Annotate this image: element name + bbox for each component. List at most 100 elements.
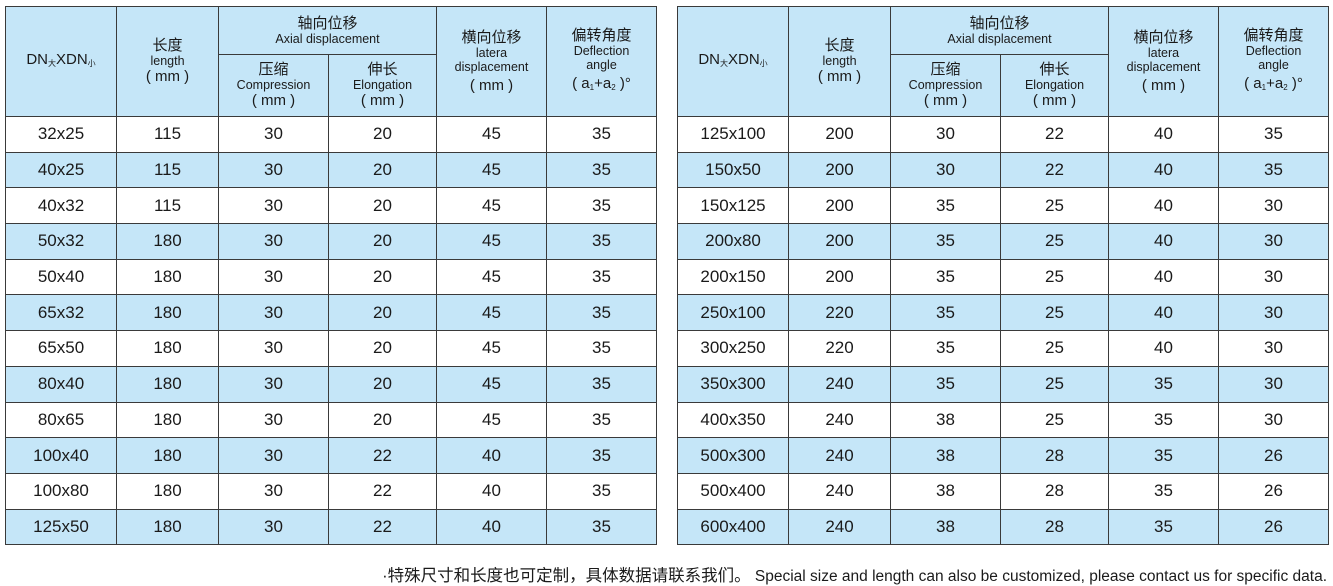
- cell-angle: 35: [546, 401, 657, 439]
- table-row: 100x40 180 30 22 40 35: [5, 437, 657, 474]
- cell-angle: 35: [546, 365, 657, 403]
- cell-angle: 35: [546, 330, 657, 367]
- cell-comp: 38: [890, 472, 1001, 510]
- cell-angle: 35: [1218, 151, 1329, 189]
- cell-size: 600x400: [677, 508, 789, 546]
- cell-angle: 26: [1218, 508, 1329, 546]
- table-row: 50x32 180 30 20 45 35: [5, 223, 657, 260]
- col-header-deflection: 偏转角度 Deflection angle ( a1+a2 )°: [546, 6, 657, 117]
- cell-comp: 38: [890, 508, 1001, 546]
- cell-comp: 30: [218, 401, 329, 439]
- table-row: 65x50 180 30 20 45 35: [5, 330, 657, 367]
- cell-size: 125x100: [677, 116, 789, 153]
- cell-elong: 25: [1000, 330, 1109, 367]
- cell-lateral: 45: [436, 151, 547, 189]
- cell-elong: 22: [1000, 116, 1109, 153]
- cell-comp: 30: [218, 437, 329, 474]
- cell-lateral: 45: [436, 187, 547, 225]
- cell-length: 180: [116, 258, 219, 296]
- cell-length: 240: [788, 365, 891, 403]
- cell-length: 180: [116, 508, 219, 546]
- cell-angle: 30: [1218, 294, 1329, 332]
- cell-lateral: 40: [436, 437, 547, 474]
- cell-elong: 20: [328, 151, 437, 189]
- cell-size: 150x50: [677, 151, 789, 189]
- cell-lateral: 40: [1108, 258, 1219, 296]
- cell-length: 180: [116, 294, 219, 332]
- cell-size: 300x250: [677, 330, 789, 367]
- cell-size: 100x80: [5, 472, 117, 510]
- cell-comp: 38: [890, 437, 1001, 474]
- cell-elong: 25: [1000, 365, 1109, 403]
- cell-length: 180: [116, 437, 219, 474]
- cell-lateral: 45: [436, 330, 547, 367]
- cell-length: 220: [788, 330, 891, 367]
- cell-lateral: 35: [1108, 365, 1219, 403]
- cell-length: 240: [788, 437, 891, 474]
- cell-size: 65x32: [5, 294, 117, 332]
- cell-length: 240: [788, 472, 891, 510]
- cell-length: 180: [116, 365, 219, 403]
- cell-angle: 35: [1218, 116, 1329, 153]
- cell-comp: 30: [890, 116, 1001, 153]
- table-row: 200x150 200 35 25 40 30: [677, 258, 1329, 296]
- cell-elong: 20: [328, 223, 437, 260]
- cell-length: 115: [116, 116, 219, 153]
- cell-lateral: 40: [1108, 187, 1219, 225]
- col-header-length: 长度 length ( mm ): [116, 6, 219, 117]
- cell-angle: 35: [546, 258, 657, 296]
- col-header-lateral: 横向位移 latera displacement ( mm ): [1108, 6, 1219, 117]
- cell-lateral: 40: [1108, 151, 1219, 189]
- spec-table-right: DN大XDN小 长度 length ( mm ) 轴向位移 Axial disp…: [677, 6, 1329, 546]
- cell-lateral: 45: [436, 258, 547, 296]
- cell-size: 50x32: [5, 223, 117, 260]
- cell-size: 40x25: [5, 151, 117, 189]
- table-row: 80x65 180 30 20 45 35: [5, 401, 657, 439]
- cell-angle: 30: [1218, 258, 1329, 296]
- cell-comp: 35: [890, 330, 1001, 367]
- cell-angle: 35: [546, 187, 657, 225]
- cell-length: 115: [116, 151, 219, 189]
- cell-size: 100x40: [5, 437, 117, 474]
- cell-comp: 30: [218, 258, 329, 296]
- cell-comp: 35: [890, 294, 1001, 332]
- spec-table-left: DN大XDN小 长度 length ( mm ) 轴向位移 Axial disp…: [5, 6, 657, 546]
- table-row: 40x25 115 30 20 45 35: [5, 151, 657, 189]
- cell-elong: 22: [328, 437, 437, 474]
- cell-size: 250x100: [677, 294, 789, 332]
- cell-size: 40x32: [5, 187, 117, 225]
- cell-length: 200: [788, 116, 891, 153]
- col-header-length: 长度 length ( mm ): [788, 6, 891, 117]
- footer-note-zh: ·特殊尺寸和长度也可定制，具体数据请联系我们。: [382, 567, 751, 585]
- table-row: 125x100 200 30 22 40 35: [677, 116, 1329, 153]
- table-row: 200x80 200 35 25 40 30: [677, 223, 1329, 260]
- table-row: 80x40 180 30 20 45 35: [5, 365, 657, 403]
- cell-size: 400x350: [677, 401, 789, 439]
- cell-comp: 30: [218, 151, 329, 189]
- col-header-lateral: 横向位移 latera displacement ( mm ): [436, 6, 547, 117]
- cell-size: 500x300: [677, 437, 789, 474]
- cell-comp: 30: [218, 116, 329, 153]
- cell-angle: 35: [546, 223, 657, 260]
- table-row: 250x100 220 35 25 40 30: [677, 294, 1329, 332]
- col-header-elongation: 伸长 Elongation ( mm ): [328, 54, 437, 117]
- cell-elong: 22: [328, 472, 437, 510]
- cell-elong: 25: [1000, 258, 1109, 296]
- cell-lateral: 35: [1108, 472, 1219, 510]
- table-row: 500x400 240 38 28 35 26: [677, 472, 1329, 510]
- cell-comp: 30: [218, 508, 329, 546]
- cell-size: 350x300: [677, 365, 789, 403]
- table-row: 125x50 180 30 22 40 35: [5, 508, 657, 546]
- cell-comp: 30: [218, 223, 329, 260]
- cell-angle: 35: [546, 508, 657, 546]
- cell-comp: 30: [890, 151, 1001, 189]
- table-row: 300x250 220 35 25 40 30: [677, 330, 1329, 367]
- cell-elong: 25: [1000, 187, 1109, 225]
- cell-elong: 20: [328, 330, 437, 367]
- cell-angle: 26: [1218, 437, 1329, 474]
- table-row: 350x300 240 35 25 35 30: [677, 365, 1329, 403]
- cell-size: 50x40: [5, 258, 117, 296]
- cell-length: 200: [788, 187, 891, 225]
- cell-elong: 20: [328, 116, 437, 153]
- cell-length: 180: [116, 223, 219, 260]
